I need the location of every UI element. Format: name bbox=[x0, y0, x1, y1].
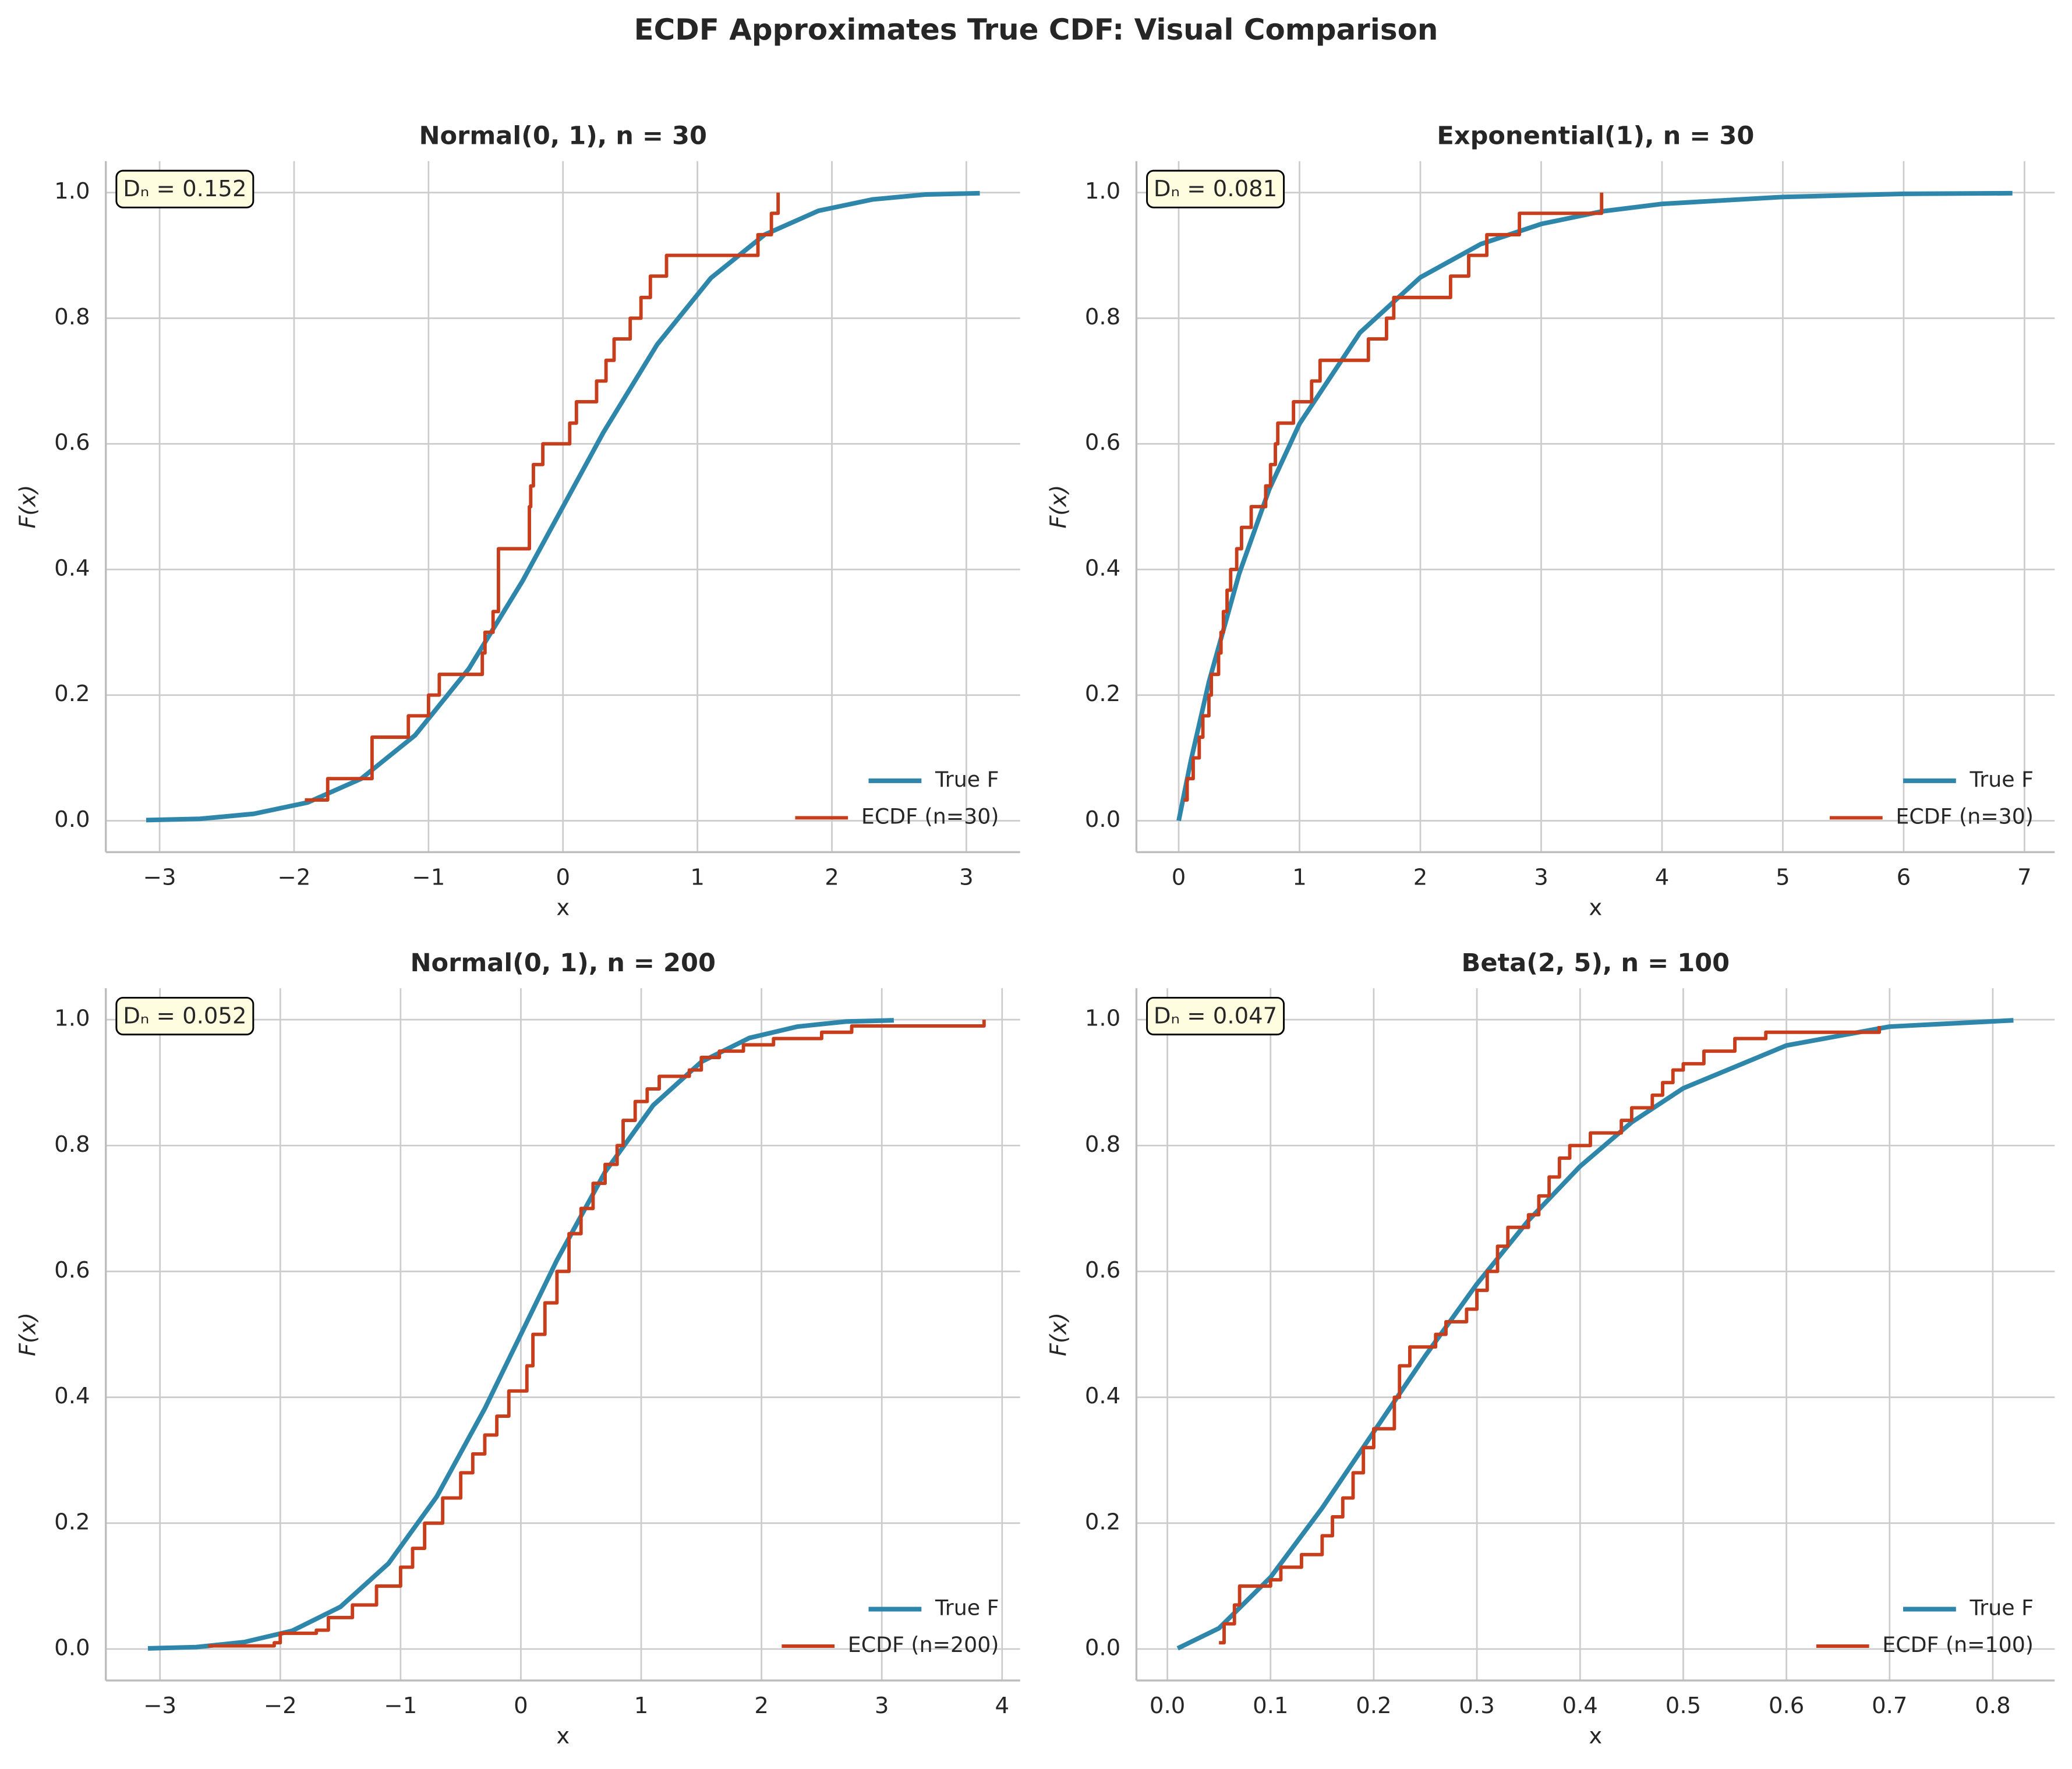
annotation: Dₙ = 0.081 bbox=[1154, 176, 1277, 202]
annotation: Dₙ = 0.152 bbox=[123, 176, 246, 202]
y-tick-label: 0.0 bbox=[1085, 1634, 1120, 1661]
annotation: Dₙ = 0.047 bbox=[1154, 1003, 1277, 1029]
legend-label: ECDF (n=30) bbox=[861, 804, 999, 829]
series-line bbox=[1219, 1025, 1882, 1645]
legend-label: True F bbox=[1969, 1595, 2034, 1620]
x-tick-label: 3 bbox=[959, 864, 974, 890]
annotation: Dₙ = 0.052 bbox=[123, 1003, 246, 1029]
x-tick-label: 0.7 bbox=[1872, 1693, 1907, 1719]
x-tick-label: 4 bbox=[1655, 864, 1670, 890]
series-line bbox=[146, 190, 980, 823]
y-tick-label: 0.2 bbox=[54, 1509, 90, 1535]
y-tick-label: 1.0 bbox=[54, 178, 90, 204]
x-tick-label: −1 bbox=[384, 1693, 417, 1719]
x-tick-label: −3 bbox=[143, 1693, 176, 1719]
x-tick-label: 0.1 bbox=[1253, 1693, 1288, 1719]
x-tick-label: 0.0 bbox=[1150, 1693, 1185, 1719]
x-tick-label: 0.3 bbox=[1459, 1693, 1494, 1719]
subplot-title: Normal(0, 1), n = 200 bbox=[410, 949, 716, 978]
y-tick-label: 0.4 bbox=[54, 1383, 90, 1409]
series-line bbox=[1176, 1018, 2014, 1651]
x-tick-label: 0.8 bbox=[1975, 1693, 2010, 1719]
legend-label: ECDF (n=200) bbox=[848, 1632, 999, 1657]
y-tick-label: 0.4 bbox=[1085, 555, 1120, 581]
x-tick-label: 6 bbox=[1897, 864, 1911, 890]
x-tick-label: −3 bbox=[143, 864, 176, 890]
x-tick-label: −2 bbox=[264, 1693, 297, 1719]
x-tick-label: 3 bbox=[875, 1693, 889, 1719]
x-tick-label: −2 bbox=[278, 864, 311, 890]
x-axis-label: x bbox=[556, 894, 570, 921]
series-line bbox=[147, 1018, 894, 1651]
y-tick-label: 0.8 bbox=[1085, 1131, 1120, 1158]
legend-label: True F bbox=[935, 767, 999, 792]
x-tick-label: 0 bbox=[514, 1693, 528, 1719]
x-tick-label: 4 bbox=[995, 1693, 1010, 1719]
y-tick-label: 0.4 bbox=[54, 555, 90, 581]
subplot-title: Normal(0, 1), n = 30 bbox=[419, 121, 707, 150]
x-axis-label: x bbox=[1589, 1723, 1602, 1749]
x-tick-label: 7 bbox=[2017, 864, 2032, 890]
y-axis-label: F(x) bbox=[1045, 1312, 1072, 1356]
x-axis-label: x bbox=[556, 1723, 570, 1749]
x-tick-label: 1 bbox=[690, 864, 705, 890]
y-tick-label: 0.2 bbox=[1085, 1509, 1120, 1535]
y-tick-label: 0.8 bbox=[1085, 304, 1120, 330]
x-tick-label: −1 bbox=[412, 864, 445, 890]
x-axis-label: x bbox=[1589, 894, 1602, 921]
y-tick-label: 0.2 bbox=[1085, 681, 1120, 707]
annotation-box bbox=[1146, 169, 1285, 208]
subplot-title: Exponential(1), n = 30 bbox=[1437, 121, 1754, 150]
x-tick-label: 0 bbox=[556, 864, 570, 890]
series-line bbox=[305, 192, 780, 802]
y-tick-label: 0.6 bbox=[54, 1257, 90, 1283]
x-tick-label: 0.5 bbox=[1666, 1693, 1701, 1719]
y-tick-label: 0.0 bbox=[54, 1634, 90, 1661]
x-tick-label: 0.4 bbox=[1562, 1693, 1598, 1719]
y-tick-label: 0.4 bbox=[1085, 1383, 1120, 1409]
x-tick-label: 2 bbox=[825, 864, 839, 890]
y-axis-label: F(x) bbox=[1045, 485, 1072, 529]
legend-label: True F bbox=[935, 1595, 999, 1620]
y-tick-label: 0.6 bbox=[54, 430, 90, 456]
y-tick-label: 0.0 bbox=[1085, 806, 1120, 833]
y-tick-label: 0.6 bbox=[1085, 430, 1120, 456]
x-tick-label: 1 bbox=[1292, 864, 1307, 890]
y-tick-label: 1.0 bbox=[1085, 1006, 1120, 1032]
annotation-box bbox=[115, 996, 254, 1036]
annotation-box bbox=[1146, 996, 1285, 1036]
subplot-title: Beta(2, 5), n = 100 bbox=[1462, 949, 1730, 978]
series-line bbox=[1183, 192, 1604, 802]
x-tick-label: 0.6 bbox=[1769, 1693, 1804, 1719]
legend-label: True F bbox=[1969, 767, 2034, 792]
x-tick-label: 5 bbox=[1776, 864, 1790, 890]
y-tick-label: 0.0 bbox=[54, 806, 90, 833]
x-tick-label: 2 bbox=[1413, 864, 1428, 890]
figure-title: ECDF Approximates True CDF: Visual Compa… bbox=[634, 13, 1438, 47]
y-tick-label: 1.0 bbox=[54, 1006, 90, 1032]
y-tick-label: 1.0 bbox=[1085, 178, 1120, 204]
x-tick-label: 1 bbox=[634, 1693, 649, 1719]
y-tick-label: 0.8 bbox=[54, 304, 90, 330]
y-axis-label: F(x) bbox=[15, 1312, 41, 1356]
legend-label: ECDF (n=30) bbox=[1896, 804, 2034, 829]
y-tick-label: 0.2 bbox=[54, 681, 90, 707]
series-line bbox=[1176, 190, 2013, 822]
x-tick-label: 0 bbox=[1172, 864, 1186, 890]
x-tick-label: 2 bbox=[754, 1693, 769, 1719]
annotation-box bbox=[115, 169, 254, 208]
series-line bbox=[208, 1020, 986, 1648]
legend-label: ECDF (n=100) bbox=[1882, 1632, 2034, 1657]
y-tick-label: 0.6 bbox=[1085, 1257, 1120, 1283]
y-axis-label: F(x) bbox=[15, 485, 41, 529]
x-tick-label: 3 bbox=[1534, 864, 1548, 890]
x-tick-label: 0.2 bbox=[1356, 1693, 1391, 1719]
y-tick-label: 0.8 bbox=[54, 1131, 90, 1158]
